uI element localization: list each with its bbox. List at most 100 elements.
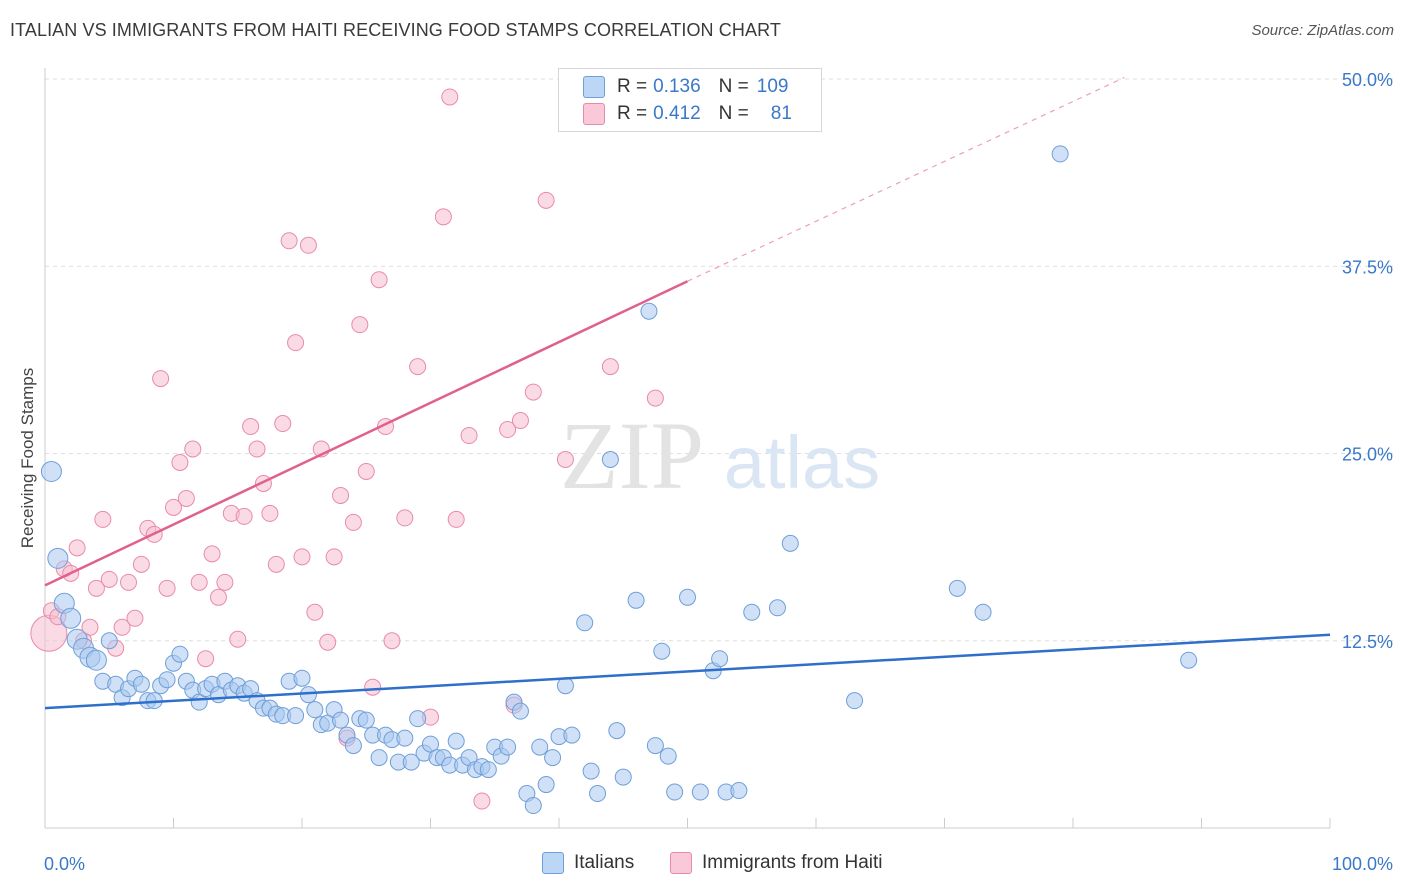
stats-legend: R = 0.136 N = 109 R = 0.412 N = 81 (558, 68, 822, 132)
italians-point (691, 783, 709, 801)
italians-point (563, 726, 581, 744)
haiti-point (460, 427, 478, 445)
italians-point (846, 692, 864, 710)
haiti-point (383, 632, 401, 650)
italians-point (40, 460, 62, 482)
haiti-point (524, 383, 542, 401)
haiti-point (87, 579, 105, 597)
axes (44, 68, 1331, 829)
r-label: R = (617, 103, 648, 124)
italians-point (402, 753, 420, 771)
haiti-point (177, 489, 195, 507)
italians-point (60, 607, 82, 629)
italians-point (332, 711, 350, 729)
haiti-point (537, 191, 555, 209)
haiti-point (332, 486, 350, 504)
italians-point (171, 645, 189, 663)
haiti-point (409, 358, 427, 376)
italians-point (743, 603, 761, 621)
haiti-trend-line (44, 280, 689, 587)
italians-point (511, 702, 529, 720)
haiti-point (511, 412, 529, 430)
haiti-point (441, 88, 459, 106)
haiti-point (216, 573, 234, 591)
n-value: 81 (770, 103, 792, 124)
haiti-point (132, 555, 150, 573)
source-label: Source: ZipAtlas.com (1251, 22, 1394, 39)
italians-point (627, 591, 645, 609)
italians-point (287, 707, 305, 725)
italians-point (653, 642, 671, 660)
haiti-point (113, 618, 131, 636)
italians-point (1051, 145, 1069, 163)
italians-point (589, 785, 607, 803)
italians-swatch (583, 76, 605, 98)
haiti-point (242, 418, 260, 436)
haiti-point (556, 450, 574, 468)
haiti-point (473, 792, 491, 810)
haiti-point (325, 548, 343, 566)
haiti-point (229, 630, 247, 648)
haiti-point (306, 603, 324, 621)
italians-point (85, 649, 107, 671)
trend-lines (44, 76, 1331, 710)
haiti-point (267, 555, 285, 573)
legend-row-italians: R = 0.136 N = 109 (583, 74, 788, 100)
y-tick-label: 50.0% (1342, 70, 1393, 90)
haiti-point (601, 358, 619, 376)
italians-point (768, 599, 786, 617)
series-italians-points (40, 145, 1198, 815)
haiti-point (248, 440, 266, 458)
haiti-point (364, 678, 382, 696)
y-tick-label: 25.0% (1342, 445, 1393, 465)
tick-labels: 12.5% 25.0% 37.5% 50.0% 0.0% 100.0% (44, 70, 1393, 874)
n-label: N = (718, 76, 749, 97)
haiti-point (203, 545, 221, 563)
r-value: 0.412 (653, 103, 701, 124)
haiti-point (319, 633, 337, 651)
italians-point (974, 603, 992, 621)
haiti-point (184, 440, 202, 458)
haiti-point (235, 507, 253, 525)
watermark-zip: ZIP (560, 402, 704, 509)
haiti-point (158, 579, 176, 597)
italians-point (781, 534, 799, 552)
haiti-point (293, 548, 311, 566)
italians-point (608, 722, 626, 740)
haiti-point (171, 453, 189, 471)
legend-row-haiti: R = 0.412 N = 81 (583, 101, 792, 127)
haiti-point (646, 389, 664, 407)
haiti-swatch (670, 852, 692, 874)
italians-point (556, 677, 574, 695)
y-tick-label: 12.5% (1342, 632, 1393, 652)
italians-point (948, 579, 966, 597)
haiti-point (370, 271, 388, 289)
italians-point (132, 675, 150, 693)
watermark-atlas: atlas (724, 421, 880, 504)
watermark: ZIP atlas (560, 402, 880, 509)
italians-point (1180, 651, 1198, 669)
haiti-point (209, 588, 227, 606)
legend-label-italians: Italians (574, 852, 635, 873)
legend-item-italians[interactable]: Italians (542, 852, 634, 874)
italians-point (370, 749, 388, 767)
italians-point (646, 737, 664, 755)
haiti-point (344, 513, 362, 531)
haiti-point (447, 510, 465, 528)
haiti-point (81, 618, 99, 636)
italians-point (47, 547, 69, 569)
italians-point (396, 729, 414, 747)
italians-point (659, 747, 677, 765)
haiti-point (165, 498, 182, 516)
italians-point (344, 737, 362, 755)
italians-point (666, 783, 684, 801)
italians-point (357, 711, 375, 729)
n-value: 109 (756, 76, 789, 97)
italians-point (158, 671, 176, 689)
haiti-point (126, 609, 144, 627)
haiti-point (299, 236, 317, 254)
italians-point (479, 761, 497, 779)
italians-point (730, 782, 748, 800)
haiti-point (434, 208, 452, 226)
legend-item-haiti[interactable]: Immigrants from Haiti (670, 852, 883, 874)
